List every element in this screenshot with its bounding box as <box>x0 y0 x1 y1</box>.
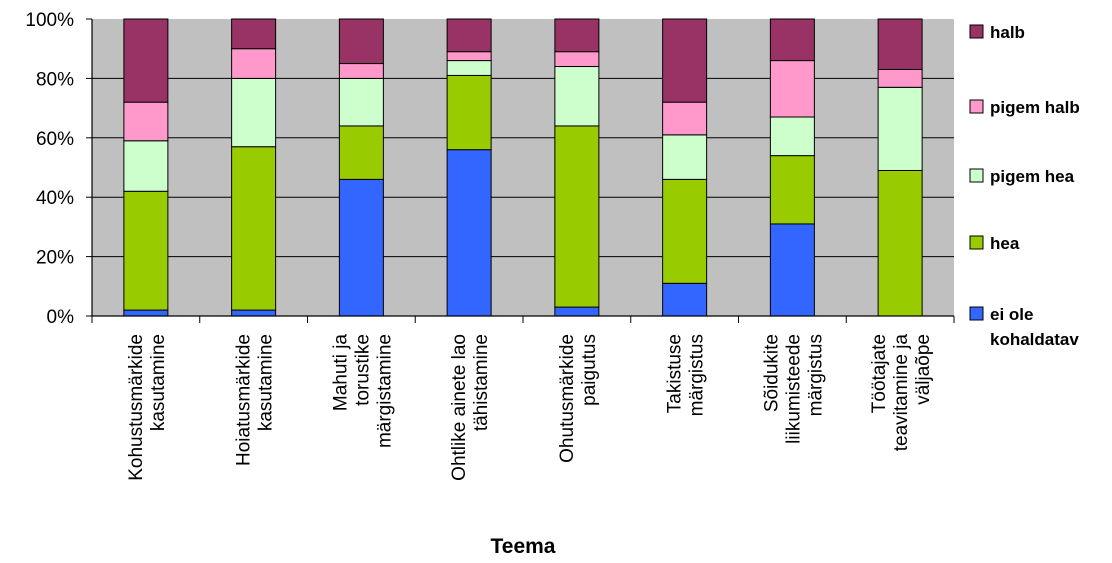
bar-segment <box>231 48 277 79</box>
bar-segment <box>877 68 923 88</box>
bar-segment <box>662 101 708 136</box>
legend-item: ei ole kohaldatav <box>969 305 1079 349</box>
y-tick-label: 60% <box>36 129 74 150</box>
bar-segment <box>338 63 384 79</box>
legend: halb pigem halb pigem hea hea ei ole kohaldat… <box>969 23 1080 349</box>
x-category-label-line: Kohustusmärkide <box>126 334 147 481</box>
bar-segment <box>877 86 923 171</box>
y-tick-labels: 0% 20% 40% 60% 80% 100% <box>25 10 92 328</box>
x-category-label: Hoiatusmärkide kasutamine <box>234 334 277 466</box>
x-category-label: Kohustusmärkide kasutamine <box>126 334 169 481</box>
x-category-label-line: märgistus <box>805 334 826 416</box>
axes <box>91 19 955 323</box>
bar-segment <box>231 309 277 317</box>
bar-segment <box>123 309 169 317</box>
bar-segment <box>554 125 600 308</box>
bar-segment <box>554 18 600 53</box>
x-category-label-line: väljaõpe <box>913 334 934 405</box>
bar-segment <box>446 74 492 151</box>
x-category-label: Töötajate teavitamine ja väljaõpe <box>869 334 934 452</box>
y-tick-label: 40% <box>36 188 74 209</box>
legend-item: pigem hea <box>969 167 1075 186</box>
x-category-label-line: liikumisteede <box>783 334 804 444</box>
x-category-label-line: paigutus <box>579 334 600 406</box>
legend-label: halb <box>990 23 1025 42</box>
x-category-label-line: Mahuti ja <box>330 334 351 412</box>
legend-label: pigem halb <box>990 98 1080 117</box>
bar-segment <box>123 101 169 142</box>
legend-item: pigem halb <box>969 98 1080 117</box>
y-tick-label: 0% <box>47 307 75 328</box>
plot-area <box>92 19 954 316</box>
x-category-label-line: Ohtlike ainete lao <box>449 334 470 481</box>
bar-segment <box>554 306 600 317</box>
bar-segment <box>338 178 384 317</box>
bar-segment <box>769 18 815 62</box>
bar-segment <box>231 146 277 311</box>
x-category-labels: Kohustusmärkide kasutamine Hoiatusmärkide k… <box>126 334 934 481</box>
legend-label: kohaldatav <box>990 330 1079 349</box>
x-category-label: Ohutusmärkide paigutus <box>557 334 600 463</box>
bar-segment <box>877 18 923 70</box>
legend-item: halb <box>969 23 1025 42</box>
bar-segment <box>123 18 169 103</box>
legend-swatch <box>969 306 984 321</box>
bar-segment <box>662 134 708 180</box>
legend-item: hea <box>969 234 1020 253</box>
x-category-label-line: Takistuse <box>665 334 686 413</box>
bar-segment <box>554 51 600 68</box>
x-category-label: Ohtlike ainete lao tähistamine <box>449 334 492 481</box>
bar-segment <box>231 18 277 50</box>
bar-segment <box>769 155 815 225</box>
bar-segment <box>123 140 169 192</box>
x-category-label-line: tähistamine <box>471 334 492 431</box>
x-category-label-line: Ohutusmärkide <box>557 334 578 463</box>
x-category-label-line: märgistamine <box>374 334 395 448</box>
legend-label: hea <box>990 234 1020 253</box>
bar-segment <box>231 77 277 148</box>
x-category-label-line: torustike <box>352 334 373 406</box>
x-axis-title: Teema <box>491 535 556 558</box>
legend-label: pigem hea <box>990 167 1075 186</box>
legend-swatch <box>969 24 984 39</box>
x-category-label-line: kasutamine <box>148 334 169 431</box>
y-tick-label: 80% <box>36 69 74 90</box>
y-tick-label: 20% <box>36 248 74 269</box>
bar-segment <box>446 18 492 53</box>
bar-segment <box>662 282 708 317</box>
x-category-label-line: Töötajate <box>869 334 890 413</box>
bar-segment <box>554 66 600 127</box>
legend-swatch <box>969 168 984 183</box>
bar-segment <box>769 223 815 317</box>
bar-segment <box>662 18 708 103</box>
bar-segment <box>123 190 169 311</box>
bar-segment <box>338 77 384 127</box>
bars <box>123 18 923 317</box>
x-category-label-line: märgistus <box>687 334 708 416</box>
x-category-label: Mahuti ja torustike märgistamine <box>330 334 395 448</box>
legend-swatch <box>969 235 984 250</box>
y-tick-label: 100% <box>25 10 74 31</box>
x-category-label-line: Sõidukite <box>761 334 782 412</box>
bar-segment <box>338 18 384 65</box>
legend-label: ei ole <box>990 305 1033 324</box>
bar-segment <box>662 178 708 284</box>
x-category-label: Takistuse märgistus <box>665 334 708 416</box>
bar-segment <box>338 125 384 180</box>
bar-segment <box>446 149 492 317</box>
bar-segment <box>769 116 815 157</box>
bar-segment <box>769 60 815 118</box>
x-category-label-line: teavitamine ja <box>891 334 912 452</box>
x-category-label-line: kasutamine <box>256 334 277 431</box>
bar-segment <box>446 51 492 62</box>
bar-segment <box>446 60 492 76</box>
x-category-label-line: Hoiatusmärkide <box>234 334 255 466</box>
bar-segment <box>877 169 923 317</box>
legend-swatch <box>969 99 984 114</box>
x-category-label: Sõidukite liikumisteede märgistus <box>761 334 826 444</box>
